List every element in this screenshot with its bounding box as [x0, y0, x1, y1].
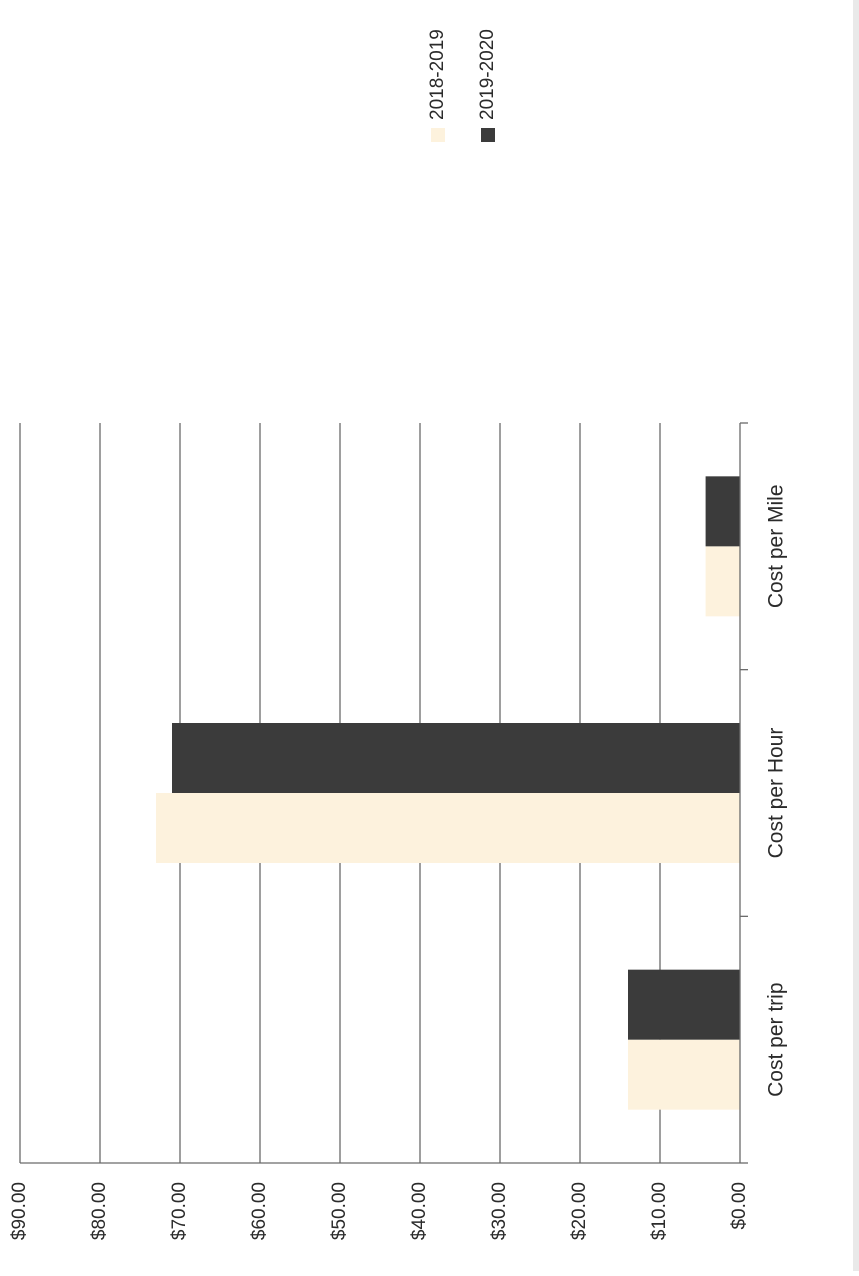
- legend-swatch: [481, 128, 495, 142]
- legend-label: 2018-2019: [427, 29, 448, 120]
- bar-2018-2019-2: [705, 546, 740, 617]
- y-tick-label: $30.00: [489, 1182, 510, 1240]
- bars: [156, 476, 740, 1110]
- y-tick-label: $60.00: [249, 1182, 270, 1240]
- labels: $0.00 $10.00 $20.00 $30.00 $40.00 $50.00 $60.0…: [9, 484, 788, 1240]
- category-label: Cost per Hour: [765, 728, 788, 859]
- y-tick-label: $20.00: [569, 1182, 590, 1240]
- y-tick-label: $40.00: [409, 1182, 430, 1240]
- legend: 2018-2019 2019-2020: [427, 29, 498, 142]
- bar-2019-2020-2: [705, 476, 740, 547]
- y-tick-label: $80.00: [89, 1182, 110, 1240]
- y-tick-label: $90.00: [9, 1182, 30, 1240]
- y-tick-label: $70.00: [169, 1182, 190, 1240]
- bar-2019-2020-0: [628, 969, 740, 1040]
- bar-2018-2019-0: [628, 1039, 740, 1110]
- category-label: Cost per Mile: [765, 484, 788, 608]
- bar-2018-2019-1: [156, 793, 740, 863]
- legend-swatch: [431, 128, 445, 142]
- y-tick-label: $10.00: [649, 1182, 670, 1240]
- legend-label: 2019-2020: [477, 29, 498, 120]
- category-label: Cost per trip: [765, 982, 788, 1096]
- page-edge-shadow: [853, 0, 859, 1271]
- y-tick-label: $50.00: [329, 1182, 350, 1240]
- axes: [20, 422, 748, 1164]
- bar-2019-2020-1: [172, 723, 740, 793]
- y-tick-label: $0.00: [729, 1182, 750, 1230]
